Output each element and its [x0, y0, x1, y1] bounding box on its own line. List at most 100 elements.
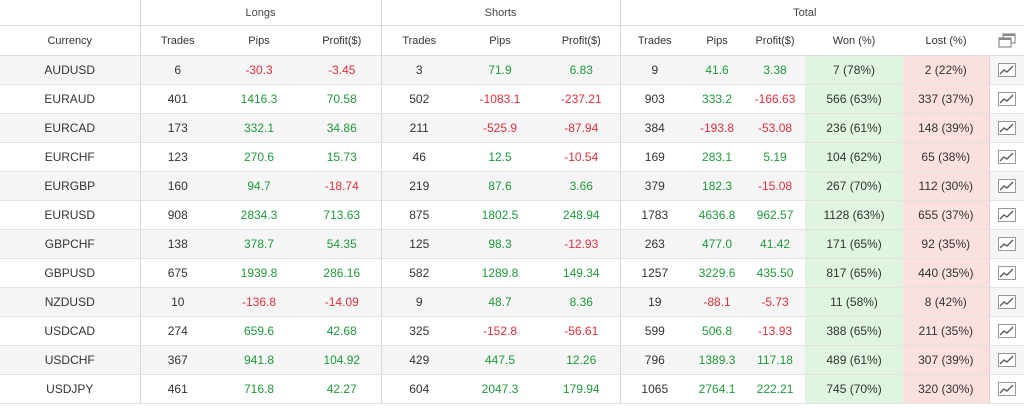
cell-long-profit: -18.74 [303, 171, 382, 201]
cell-short-trades: 875 [381, 200, 457, 230]
line-chart-icon[interactable] [989, 229, 1024, 259]
cell-short-profit: -237.21 [543, 84, 621, 114]
cell-short-trades: 429 [381, 345, 457, 375]
col-header-currency[interactable]: Currency [0, 25, 141, 56]
cell-long-pips: 378.7 [215, 229, 303, 259]
cell-total-profit: 435.50 [745, 258, 806, 288]
cell-short-profit: -10.54 [543, 142, 621, 172]
cell-lost: 440 (35%) [903, 258, 990, 288]
cell-short-pips: 71.9 [457, 55, 543, 85]
cell-total-profit: 117.18 [745, 345, 806, 375]
line-chart-icon[interactable] [989, 258, 1024, 288]
cell-short-pips: -152.8 [457, 316, 543, 346]
cell-long-trades: 160 [140, 171, 215, 201]
cell-long-pips: 716.8 [215, 374, 303, 404]
table-row: USDCHF 367 941.8 104.92 429 447.5 12.26 796 1389… [0, 345, 1024, 375]
col-header-long-pips[interactable]: Pips [215, 25, 303, 56]
cell-total-pips: -193.8 [689, 113, 746, 143]
cell-long-profit: 286.16 [303, 258, 382, 288]
cell-long-profit: -3.45 [303, 55, 382, 85]
cell-currency: GBPCHF [0, 229, 141, 259]
cell-total-pips: 3229.6 [689, 258, 746, 288]
col-header-lost[interactable]: Lost (%) [903, 25, 990, 56]
table-row: NZDUSD 10 -136.8 -14.09 9 48.7 8.36 19 -88.1 -5.7… [0, 287, 1024, 317]
group-header-total: Total [620, 0, 990, 26]
line-chart-icon[interactable] [989, 113, 1024, 143]
cell-short-pips: 12.5 [457, 142, 543, 172]
cell-total-trades: 903 [620, 84, 690, 114]
col-header-short-profit[interactable]: Profit($) [543, 25, 621, 56]
cell-total-pips: 477.0 [689, 229, 746, 259]
cell-total-profit: 5.19 [745, 142, 806, 172]
table-row: GBPCHF 138 378.7 54.35 125 98.3 -12.93 263 477.0… [0, 229, 1024, 259]
cell-long-pips: 1939.8 [215, 258, 303, 288]
col-header-total-trades[interactable]: Trades [620, 25, 690, 56]
col-header-long-profit[interactable]: Profit($) [303, 25, 382, 56]
cell-total-trades: 384 [620, 113, 690, 143]
cell-long-trades: 401 [140, 84, 215, 114]
cell-short-pips: 1289.8 [457, 258, 543, 288]
col-header-total-pips[interactable]: Pips [689, 25, 746, 56]
cell-won: 267 (70%) [805, 171, 904, 201]
table-row: EURGBP 160 94.7 -18.74 219 87.6 3.66 379 182.3 -1… [0, 171, 1024, 201]
group-header-longs: Longs [140, 0, 382, 26]
cell-short-pips: 447.5 [457, 345, 543, 375]
cell-won: 489 (61%) [805, 345, 904, 375]
cell-short-pips: -525.9 [457, 113, 543, 143]
cell-short-trades: 3 [381, 55, 457, 85]
cell-total-pips: 4636.8 [689, 200, 746, 230]
cell-short-trades: 219 [381, 171, 457, 201]
cell-long-profit: 104.92 [303, 345, 382, 375]
group-header-shorts: Shorts [381, 0, 621, 26]
line-chart-icon[interactable] [989, 55, 1024, 85]
group-header-row: Longs Shorts Total [0, 0, 1024, 26]
cell-total-trades: 379 [620, 171, 690, 201]
table-row: EURUSD 908 2834.3 713.63 875 1802.5 248.94 1783… [0, 200, 1024, 230]
cell-short-profit: 248.94 [543, 200, 621, 230]
line-chart-icon[interactable] [989, 200, 1024, 230]
line-chart-icon[interactable] [989, 171, 1024, 201]
cell-currency: EURCAD [0, 113, 141, 143]
col-header-total-profit[interactable]: Profit($) [745, 25, 806, 56]
cell-long-trades: 461 [140, 374, 215, 404]
line-chart-icon[interactable] [989, 84, 1024, 114]
cell-currency: EURAUD [0, 84, 141, 114]
cell-currency: EURCHF [0, 142, 141, 172]
cell-short-pips: -1083.1 [457, 84, 543, 114]
cell-total-pips: 333.2 [689, 84, 746, 114]
cell-currency: USDCAD [0, 316, 141, 346]
cell-long-pips: 941.8 [215, 345, 303, 375]
cell-long-pips: -136.8 [215, 287, 303, 317]
cell-currency: GBPUSD [0, 258, 141, 288]
cell-long-profit: 70.58 [303, 84, 382, 114]
col-header-short-trades[interactable]: Trades [381, 25, 457, 56]
line-chart-icon[interactable] [989, 316, 1024, 346]
cell-won: 1128 (63%) [805, 200, 904, 230]
line-chart-icon[interactable] [989, 345, 1024, 375]
cell-total-profit: 3.38 [745, 55, 806, 85]
cell-short-trades: 211 [381, 113, 457, 143]
cell-long-pips: 94.7 [215, 171, 303, 201]
line-chart-icon[interactable] [989, 374, 1024, 404]
cell-long-trades: 908 [140, 200, 215, 230]
cell-total-profit: 962.57 [745, 200, 806, 230]
group-header-blank [0, 0, 141, 26]
table-row: USDJPY 461 716.8 42.27 604 2047.3 179.94 1065 27… [0, 374, 1024, 404]
col-header-long-trades[interactable]: Trades [140, 25, 215, 56]
cell-long-profit: 15.73 [303, 142, 382, 172]
windows-stack-icon[interactable] [989, 25, 1024, 56]
cell-long-profit: 713.63 [303, 200, 382, 230]
line-chart-icon[interactable] [989, 142, 1024, 172]
cell-total-profit: -166.63 [745, 84, 806, 114]
line-chart-icon[interactable] [989, 287, 1024, 317]
col-header-short-pips[interactable]: Pips [457, 25, 543, 56]
cell-short-profit: 179.94 [543, 374, 621, 404]
cell-total-pips: -88.1 [689, 287, 746, 317]
cell-short-profit: 149.34 [543, 258, 621, 288]
cell-short-pips: 1802.5 [457, 200, 543, 230]
cell-short-profit: 8.36 [543, 287, 621, 317]
col-header-won[interactable]: Won (%) [805, 25, 904, 56]
cell-currency: EURUSD [0, 200, 141, 230]
cell-total-trades: 169 [620, 142, 690, 172]
